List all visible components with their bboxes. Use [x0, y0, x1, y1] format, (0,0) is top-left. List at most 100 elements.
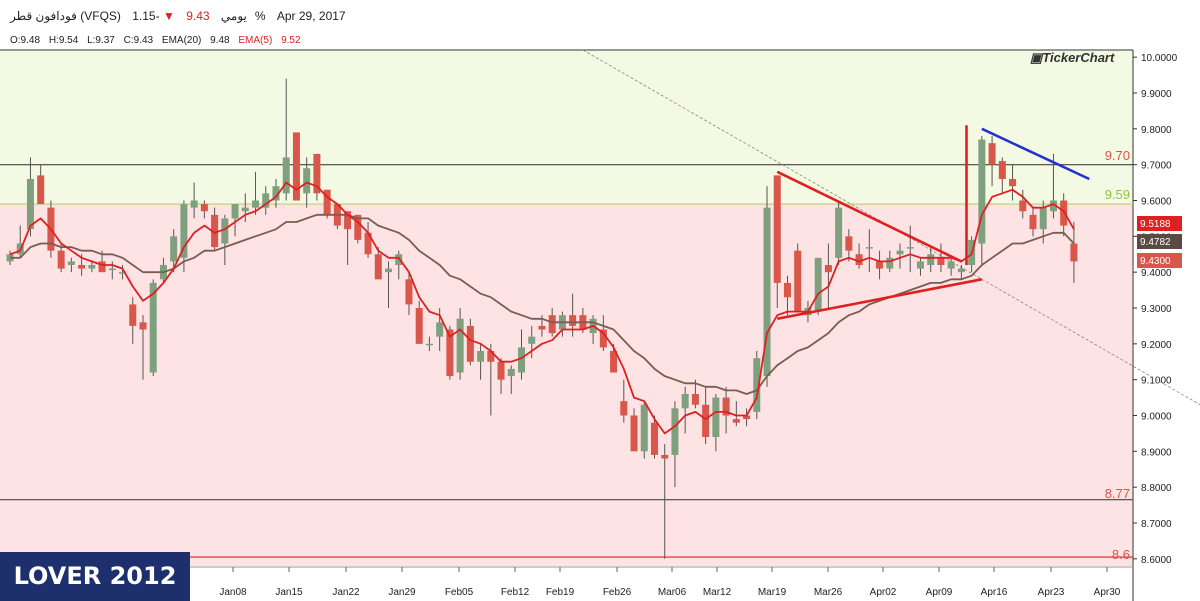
- candle-body: [119, 272, 127, 274]
- candle-body: [436, 322, 444, 337]
- symbol-name[interactable]: فودافون قطر (VFQS): [10, 9, 121, 23]
- candle: [405, 272, 413, 316]
- candle-body: [712, 397, 720, 437]
- candle: [313, 153, 321, 201]
- price-label-bg: [1137, 234, 1182, 249]
- high-value: H:9.54: [48, 35, 79, 46]
- price-label-text: 9.4300: [1140, 256, 1171, 267]
- y-tick-label: 9.0000: [1141, 412, 1172, 423]
- candle: [262, 186, 270, 215]
- candle: [702, 386, 710, 445]
- candle: [507, 365, 515, 394]
- y-tick-label: 10.0000: [1141, 53, 1178, 64]
- candle: [640, 401, 648, 459]
- candle-body: [200, 204, 208, 212]
- candle: [896, 243, 904, 269]
- candle-body: [722, 397, 730, 416]
- candle-body: [927, 254, 935, 265]
- candle-body: [466, 325, 474, 362]
- candle-body: [886, 257, 894, 269]
- candle: [67, 257, 75, 273]
- candle-body: [252, 200, 260, 208]
- watermark-label: LOVER 2012: [0, 552, 190, 601]
- candle: [947, 257, 955, 276]
- candle: [845, 229, 853, 262]
- triangle-lower-line: [777, 278, 983, 321]
- last-price: 9.43: [186, 9, 210, 23]
- date-label: Apr 29, 2017: [276, 9, 346, 23]
- y-tick-label: 9.4000: [1141, 268, 1172, 279]
- logo-text: TickerChart: [1042, 50, 1115, 65]
- candle: [722, 386, 730, 434]
- candle-body: [661, 454, 669, 459]
- candle: [456, 308, 464, 380]
- x-tick-label: Apr30: [1094, 587, 1121, 598]
- logo-icon: ▣: [1030, 50, 1043, 65]
- y-tick-label: 9.7000: [1141, 161, 1172, 172]
- candle: [221, 214, 229, 265]
- candle-body: [763, 207, 771, 377]
- candle: [139, 315, 147, 380]
- candle: [211, 207, 219, 251]
- x-tick-label: Apr02: [870, 587, 897, 598]
- candle-body: [26, 179, 34, 230]
- candle-body: [180, 204, 188, 258]
- candle: [528, 325, 536, 359]
- x-tick-label: Mar26: [814, 587, 843, 598]
- candle-body: [313, 153, 321, 194]
- candle: [385, 261, 393, 308]
- price-label-box: 9.4300: [1137, 253, 1182, 268]
- candle-body: [916, 261, 924, 269]
- y-tick-label: 8.8000: [1141, 483, 1172, 494]
- candle-body: [671, 408, 679, 455]
- candle-body: [691, 394, 699, 405]
- candle-body: [681, 394, 689, 409]
- candle-body: [78, 265, 86, 269]
- candle: [149, 279, 157, 377]
- candle: [855, 243, 863, 269]
- candle-body: [957, 268, 965, 273]
- candle: [927, 247, 935, 273]
- candle: [1029, 207, 1037, 237]
- y-tick-label: 8.7000: [1141, 519, 1172, 530]
- x-tick-label: Mar12: [703, 587, 732, 598]
- candle-body: [865, 247, 873, 249]
- candle: [824, 243, 832, 308]
- candle: [773, 175, 781, 308]
- candle-body: [528, 336, 536, 344]
- candle-body: [364, 232, 372, 255]
- candle-body: [323, 189, 331, 215]
- candle: [988, 136, 996, 187]
- ema5-line: [9, 181, 1075, 435]
- x-tick-label: Apr16: [981, 587, 1008, 598]
- ema5-label[interactable]: EMA(5): [238, 35, 273, 46]
- candle-body: [1019, 200, 1027, 212]
- candle-body: [650, 422, 658, 455]
- x-tick-label: Feb05: [445, 587, 474, 598]
- candle-body: [456, 318, 464, 373]
- candle-body: [385, 268, 393, 273]
- candle-body: [845, 236, 853, 251]
- chart-header: فودافون قطر (VFQS) يومي 9.43 ▼ -1.15% Ap…: [0, 0, 1200, 32]
- x-tick-label: Jan29: [388, 587, 416, 598]
- candle-body: [988, 143, 996, 165]
- y-tick-label: 9.6000: [1141, 197, 1172, 208]
- price-label-bg: [1137, 216, 1182, 231]
- y-tick-label: 8.6000: [1141, 555, 1172, 566]
- ema20-value: 9.48: [210, 35, 230, 46]
- ema20-label[interactable]: EMA(20): [161, 35, 202, 46]
- level-label: 9.70: [1105, 148, 1130, 163]
- candle-body: [395, 254, 403, 265]
- candle: [395, 250, 403, 280]
- y-tick-label: 8.9000: [1141, 447, 1172, 458]
- candle-body: [835, 207, 843, 258]
- candle: [415, 300, 423, 344]
- candle-body: [108, 268, 116, 271]
- candle-body: [640, 404, 648, 452]
- ohlc-readout: O:9.48 H:9.54 L:9.37 C:9.43 EMA(20) 9.48…: [10, 35, 307, 46]
- candle-body: [702, 404, 710, 437]
- candle: [129, 297, 137, 344]
- period-label[interactable]: يومي: [220, 9, 247, 23]
- x-tick-label: Feb12: [501, 587, 530, 598]
